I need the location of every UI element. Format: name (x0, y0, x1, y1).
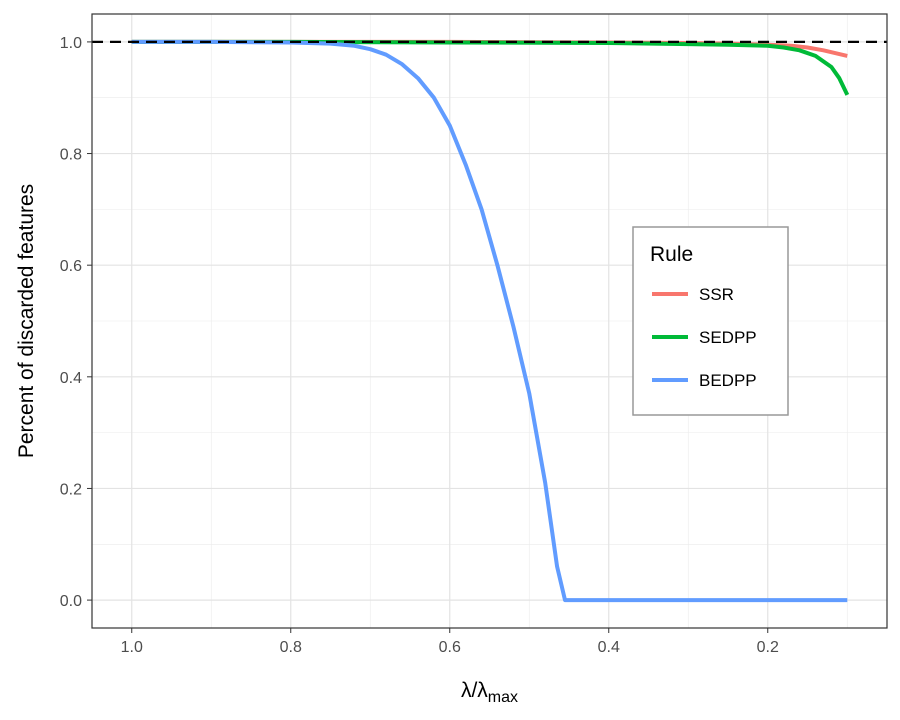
series-line-sedpp (131, 39, 850, 96)
series-line-bedpp (131, 39, 848, 603)
x-axis: 1.0 0.8 0.6 0.4 0.2 (121, 628, 779, 656)
x-tick-label: 1.0 (121, 639, 143, 656)
legend-box (632, 226, 789, 416)
y-axis: 0.0 0.2 0.4 0.6 0.8 1.0 (60, 35, 92, 610)
y-tick-label: 0.0 (60, 593, 82, 610)
y-tick-label: 0.4 (60, 370, 82, 387)
series-layer (131, 39, 850, 603)
legend-label-sedpp: SEDPP (699, 328, 757, 347)
x-tick-label: 0.4 (598, 639, 620, 656)
x-tick-label: 0.2 (757, 639, 779, 656)
grid-minor (92, 14, 887, 628)
plot-border (91, 13, 888, 629)
y-tick-label: 0.6 (60, 258, 82, 275)
y-tick-label: 0.8 (60, 147, 82, 164)
y-tick-label: 1.0 (60, 35, 82, 52)
legend-title: Rule (650, 243, 693, 266)
legend-label-ssr: SSR (699, 285, 734, 304)
x-tick-label: 0.6 (439, 639, 461, 656)
y-axis-title: Percent of discarded features (15, 184, 38, 458)
x-tick-label: 0.8 (280, 639, 302, 656)
legend-items: SSR SEDPP BEDPP (652, 285, 757, 390)
x-axis-title: λ/λmax (461, 679, 518, 706)
y-tick-label: 0.2 (60, 481, 82, 498)
legend-label-bedpp: BEDPP (699, 371, 757, 390)
legend: Rule SSR SEDPP BEDPP (632, 226, 789, 416)
